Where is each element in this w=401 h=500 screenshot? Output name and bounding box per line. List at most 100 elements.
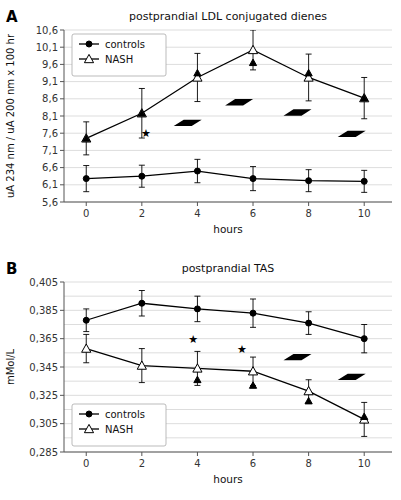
- x-tick: [253, 452, 254, 456]
- x-tick-label: 2: [139, 208, 145, 219]
- error-bar: [194, 159, 200, 182]
- legend-box: [72, 404, 166, 446]
- error-bar-cap: [361, 118, 367, 119]
- marker-circle: [86, 41, 92, 47]
- marker-triangle-open: [304, 386, 313, 394]
- y-tick-label: 7,6: [42, 128, 58, 139]
- grid-line: [64, 352, 392, 353]
- error-bar-cap: [306, 334, 312, 335]
- error-bar: [361, 402, 367, 436]
- y-tick-label: 0,345: [29, 362, 58, 373]
- marker-parallelogram: [283, 354, 311, 360]
- y-tick: [60, 98, 64, 99]
- error-bar-cap: [361, 192, 367, 193]
- error-bar-cap: [306, 191, 312, 192]
- y-tick-label: 0,385: [29, 305, 58, 316]
- x-tick-label: 0: [83, 458, 89, 469]
- marker-triangle-open: [137, 361, 146, 369]
- error-bar-cap: [139, 88, 145, 89]
- x-tick-label: 4: [194, 458, 200, 469]
- grid-line: [64, 133, 392, 134]
- marker-triangle-filled: [194, 69, 201, 75]
- y-tick: [60, 184, 64, 185]
- plot-area: [82, 30, 369, 192]
- x-tick: [308, 202, 309, 206]
- marker-triangle-open: [360, 94, 369, 102]
- marker-parallelogram: [338, 374, 366, 380]
- error-bar-cap: [83, 191, 89, 192]
- error-bar-cap: [250, 69, 256, 70]
- marker-triangle-filled: [361, 413, 368, 419]
- chart-root: 5,66,16,67,17,68,18,69,19,610,110,602468…: [0, 0, 401, 500]
- grid-line: [64, 150, 392, 151]
- marker-parallelogram: [283, 109, 311, 115]
- legend-item: controls: [79, 409, 145, 420]
- error-bar: [361, 325, 367, 353]
- y-tick: [60, 64, 64, 65]
- error-bar-cap: [139, 348, 145, 349]
- x-tick: [141, 202, 142, 206]
- error-bar-cap: [139, 382, 145, 383]
- error-bar: [139, 291, 145, 317]
- grid-line: [64, 202, 392, 203]
- marker-triangle-filled: [83, 135, 90, 141]
- marker-triangle-open: [82, 134, 91, 142]
- marker-circle: [306, 320, 312, 326]
- error-bar: [139, 165, 145, 187]
- grid-line: [64, 367, 392, 368]
- annotation-star: ★: [188, 333, 198, 346]
- y-tick: [60, 452, 64, 453]
- x-tick: [253, 202, 254, 206]
- y-tick-label: 0,325: [29, 390, 58, 401]
- legend-label: NASH: [105, 54, 133, 65]
- marker-triangle-filled: [249, 382, 256, 388]
- grid-line: [64, 167, 392, 168]
- error-bar: [83, 166, 89, 192]
- marker-triangle-open: [248, 45, 257, 53]
- legend-item: controls: [79, 39, 145, 50]
- error-bar-cap: [83, 331, 89, 332]
- annotation-star: ★: [141, 127, 151, 140]
- y-tick-label: 9,1: [42, 76, 58, 87]
- x-tick: [197, 452, 198, 456]
- y-tick: [60, 133, 64, 134]
- series-line: [86, 349, 364, 420]
- panel: 5,66,16,67,17,68,18,69,19,610,110,602468…: [5, 8, 392, 235]
- y-tick-label: 7,1: [42, 145, 58, 156]
- panel-label: A: [6, 8, 18, 26]
- x-tick: [197, 202, 198, 206]
- error-bar: [361, 77, 367, 118]
- error-bar-cap: [194, 385, 200, 386]
- marker-triangle-filled: [138, 110, 145, 116]
- marker-circle: [194, 168, 200, 174]
- error-bar-cap: [361, 402, 367, 403]
- marker-circle: [361, 178, 367, 184]
- error-bar: [306, 170, 312, 192]
- error-bar-cap: [139, 290, 145, 291]
- x-tick: [364, 452, 365, 456]
- error-bar-cap: [83, 334, 89, 335]
- error-bar-cap: [250, 327, 256, 328]
- title: postprandial TAS: [182, 262, 275, 275]
- legend-label: controls: [105, 39, 145, 50]
- error-bar-cap: [194, 351, 200, 352]
- y-tick: [60, 30, 64, 31]
- error-bar-cap: [306, 311, 312, 312]
- error-bar-cap: [250, 166, 256, 167]
- y-tick: [60, 116, 64, 117]
- error-bar: [306, 312, 312, 335]
- marker-triangle-filled: [249, 59, 256, 65]
- marker-triangle-open: [82, 344, 91, 352]
- grid-line: [64, 452, 392, 453]
- y-tick: [60, 282, 64, 283]
- y-tick-label: 8,6: [42, 93, 58, 104]
- y-axis-line: [64, 282, 65, 452]
- marker-triangle-filled: [305, 69, 312, 75]
- marker-circle: [250, 176, 256, 182]
- error-bar-cap: [139, 165, 145, 166]
- x-tick: [86, 202, 87, 206]
- marker-triangle-filled: [305, 397, 312, 403]
- error-bar-cap: [194, 321, 200, 322]
- legend: controlsNASH: [72, 404, 166, 446]
- error-bar-cap: [83, 154, 89, 155]
